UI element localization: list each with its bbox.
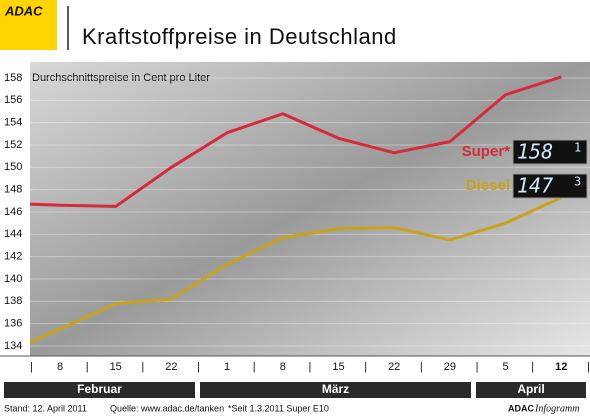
footer-text: Quelle: www.adac.de/tanken xyxy=(110,403,224,413)
legend-label: Diesel xyxy=(466,177,510,194)
x-separator: | xyxy=(30,361,33,373)
chart-title: Kraftstoffpreise in Deutschland xyxy=(82,24,397,49)
month-bar xyxy=(200,382,471,398)
y-tick-label: 150 xyxy=(4,161,22,173)
y-tick-label: 144 xyxy=(4,228,22,240)
logo: ADAC xyxy=(4,3,43,18)
price-display xyxy=(512,173,588,199)
x-tick-label: 15 xyxy=(110,361,122,373)
series-line xyxy=(29,75,562,208)
x-separator: | xyxy=(531,361,534,373)
y-tick-label: 154 xyxy=(4,117,22,129)
x-separator: | xyxy=(364,361,367,373)
y-tick-label: 158 xyxy=(4,72,22,84)
y-tick-label: 134 xyxy=(4,340,22,352)
month-label: April xyxy=(517,382,544,396)
x-separator: | xyxy=(86,361,89,373)
subtitle: Durchschnittspreise in Cent pro Liter xyxy=(32,72,210,84)
price-display-sup: 3 xyxy=(574,175,581,189)
y-tick-label: 146 xyxy=(4,206,22,218)
x-separator: | xyxy=(253,361,256,373)
plot-background xyxy=(30,62,590,356)
price-display xyxy=(512,139,588,165)
price-display-main: 158 xyxy=(517,140,553,164)
month-label: Februar xyxy=(77,382,122,396)
x-separator: | xyxy=(309,361,312,373)
x-separator: | xyxy=(587,361,590,373)
x-tick-label: 22 xyxy=(388,361,400,373)
x-tick-label: 8 xyxy=(57,361,63,373)
month-bar xyxy=(476,382,586,398)
x-separator: | xyxy=(476,361,479,373)
y-tick-label: 152 xyxy=(4,139,22,151)
legend-label: Super* xyxy=(462,143,511,160)
x-separator: | xyxy=(197,361,200,373)
x-tick-label: 22 xyxy=(165,361,177,373)
x-tick-label: 8 xyxy=(280,361,286,373)
series-line xyxy=(29,196,562,345)
price-display-main: 147 xyxy=(517,174,553,198)
brand: Infogramm xyxy=(534,403,579,414)
x-tick-label: 12 xyxy=(555,361,567,373)
x-tick-label: 5 xyxy=(503,361,509,373)
logo-box xyxy=(0,0,57,50)
month-label: März xyxy=(322,382,349,396)
y-tick-label: 138 xyxy=(4,295,22,307)
y-tick-label: 156 xyxy=(4,94,22,106)
x-separator: | xyxy=(141,361,144,373)
y-tick-label: 140 xyxy=(4,273,22,285)
x-tick-label: 1 xyxy=(224,361,230,373)
x-tick-label: 29 xyxy=(444,361,456,373)
month-bar xyxy=(4,382,195,398)
x-tick-label: 15 xyxy=(332,361,344,373)
y-tick-label: 142 xyxy=(4,251,22,263)
x-separator: | xyxy=(420,361,423,373)
y-tick-label: 148 xyxy=(4,184,22,196)
brand: ADAC xyxy=(508,403,534,413)
price-display-sup: 1 xyxy=(574,141,581,155)
y-tick-label: 136 xyxy=(4,318,22,330)
footer-text: *Seit 1.3.2011 Super E10 xyxy=(228,403,329,413)
footer-text: Stand: 12. April 2011 xyxy=(4,403,87,413)
